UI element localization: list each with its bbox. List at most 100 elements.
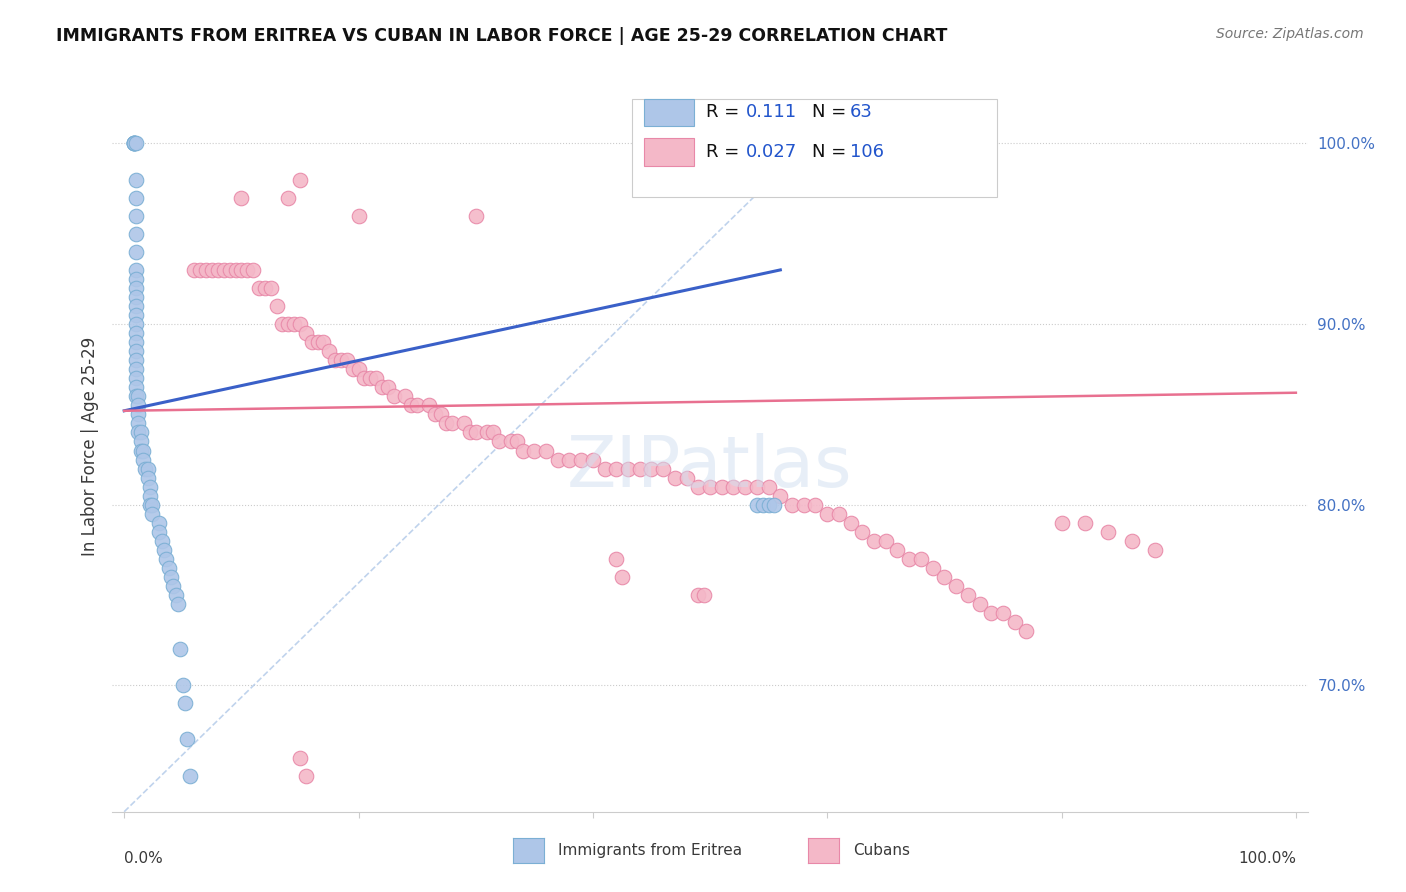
Point: [125, 335, 148, 350]
Point: [207, 263, 229, 277]
Point: [769, 489, 792, 503]
Point: [125, 281, 148, 295]
Point: [122, 136, 145, 151]
Point: [863, 533, 886, 548]
Text: Immigrants from Eritrea: Immigrants from Eritrea: [558, 844, 742, 858]
Point: [1074, 516, 1097, 530]
Point: [236, 263, 259, 277]
Point: [136, 470, 159, 484]
Text: 0.0%: 0.0%: [124, 852, 163, 866]
Point: [134, 461, 156, 475]
Point: [225, 263, 247, 277]
Point: [153, 542, 176, 557]
Point: [945, 579, 967, 593]
Point: [406, 398, 429, 412]
Point: [127, 408, 149, 422]
Point: [569, 452, 592, 467]
Text: R =: R =: [706, 143, 745, 161]
Point: [271, 317, 294, 331]
Point: [1004, 615, 1026, 629]
Point: [122, 136, 145, 151]
Point: [758, 498, 780, 512]
Point: [127, 417, 149, 431]
Point: [247, 281, 270, 295]
Point: [688, 588, 710, 602]
Point: [745, 480, 768, 494]
Point: [277, 191, 299, 205]
Point: [277, 317, 299, 331]
Point: [125, 389, 148, 403]
Point: [423, 408, 446, 422]
Point: [132, 443, 155, 458]
Point: [155, 552, 177, 566]
Point: [605, 461, 627, 475]
Point: [969, 597, 991, 611]
Point: [139, 489, 162, 503]
Point: [162, 579, 184, 593]
Point: [176, 732, 198, 747]
Point: [523, 443, 546, 458]
Point: [693, 588, 716, 602]
Point: [125, 172, 148, 186]
Point: [201, 263, 224, 277]
Point: [956, 588, 979, 602]
Point: [129, 443, 152, 458]
Point: [347, 362, 370, 376]
Point: [125, 272, 148, 286]
Point: [464, 425, 486, 440]
Point: [129, 434, 152, 449]
Point: [336, 353, 359, 368]
Text: 106: 106: [849, 143, 884, 161]
Point: [347, 209, 370, 223]
Point: [910, 552, 932, 566]
Point: [688, 480, 710, 494]
Point: [183, 263, 205, 277]
Point: [482, 425, 505, 440]
Text: Cubans: Cubans: [853, 844, 911, 858]
Point: [1050, 516, 1073, 530]
Point: [122, 136, 145, 151]
Point: [188, 263, 212, 277]
Text: ZIPatlas: ZIPatlas: [567, 434, 853, 502]
Point: [125, 299, 148, 313]
Point: [122, 136, 145, 151]
Point: [441, 417, 464, 431]
Point: [253, 281, 276, 295]
Point: [125, 371, 148, 385]
Point: [512, 443, 534, 458]
Point: [148, 524, 170, 539]
Point: [122, 136, 145, 151]
Point: [132, 452, 155, 467]
FancyBboxPatch shape: [633, 99, 997, 197]
Point: [612, 570, 634, 584]
Point: [752, 498, 775, 512]
Point: [710, 480, 733, 494]
Point: [129, 425, 152, 440]
FancyBboxPatch shape: [644, 99, 695, 127]
Point: [125, 353, 148, 368]
Point: [558, 452, 581, 467]
Text: R =: R =: [706, 103, 745, 121]
Point: [534, 443, 557, 458]
Point: [125, 326, 148, 340]
Point: [839, 516, 862, 530]
Point: [675, 470, 697, 484]
Point: [127, 425, 149, 440]
Text: 0.111: 0.111: [747, 103, 797, 121]
Point: [477, 425, 499, 440]
Point: [125, 136, 148, 151]
Point: [288, 172, 311, 186]
Point: [763, 498, 786, 512]
Point: [125, 344, 148, 359]
Point: [617, 461, 640, 475]
Point: [167, 597, 190, 611]
Point: [218, 263, 240, 277]
Point: [382, 389, 405, 403]
Point: [179, 769, 201, 783]
Point: [165, 588, 187, 602]
Point: [160, 570, 183, 584]
Point: [125, 227, 148, 241]
Point: [934, 570, 956, 584]
Point: [330, 353, 353, 368]
Text: 0.027: 0.027: [747, 143, 797, 161]
